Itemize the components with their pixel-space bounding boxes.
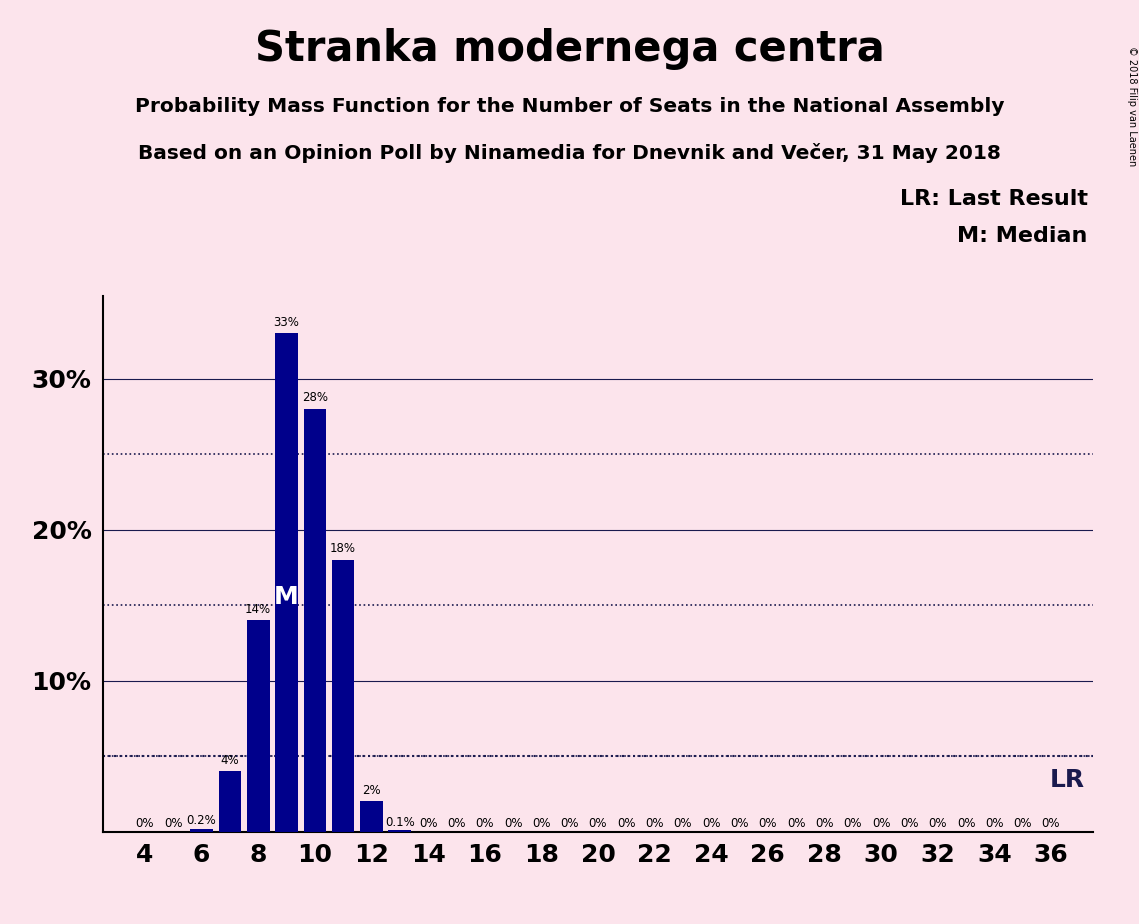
Text: 0%: 0% [475,817,494,830]
Text: 0%: 0% [985,817,1003,830]
Text: 0%: 0% [617,817,636,830]
Text: 0%: 0% [419,817,437,830]
Text: 0%: 0% [957,817,975,830]
Text: 0%: 0% [532,817,550,830]
Text: 0%: 0% [730,817,748,830]
Bar [360,801,383,832]
Text: 0%: 0% [646,817,664,830]
Text: 0%: 0% [871,817,891,830]
Text: LR: LR [1050,768,1085,792]
Text: 0.1%: 0.1% [385,816,415,829]
Text: 14%: 14% [245,602,271,615]
Bar [276,334,298,832]
Text: 0%: 0% [702,817,721,830]
Text: 0%: 0% [560,817,579,830]
Text: 0%: 0% [164,817,182,830]
Text: 0.2%: 0.2% [187,814,216,827]
Text: © 2018 Filip van Laenen: © 2018 Filip van Laenen [1126,46,1137,166]
Text: M: Median: M: Median [958,226,1088,247]
Text: 2%: 2% [362,784,380,796]
Text: 4%: 4% [221,754,239,767]
Bar [331,560,354,832]
Text: 0%: 0% [787,817,805,830]
Text: LR: Last Result: LR: Last Result [900,189,1088,210]
Text: 0%: 0% [1014,817,1032,830]
Text: Probability Mass Function for the Number of Seats in the National Assembly: Probability Mass Function for the Number… [134,97,1005,116]
Text: 0%: 0% [816,817,834,830]
Text: M: M [274,586,298,610]
Bar [247,620,270,832]
Text: 0%: 0% [844,817,862,830]
Bar [303,409,326,832]
Text: 0%: 0% [673,817,693,830]
Text: 28%: 28% [302,392,328,405]
Text: 0%: 0% [448,817,466,830]
Text: 0%: 0% [1042,817,1060,830]
Text: Stranka modernega centra: Stranka modernega centra [255,28,884,69]
Bar [388,830,411,832]
Bar [219,772,241,832]
Text: 0%: 0% [759,817,777,830]
Text: 0%: 0% [928,817,947,830]
Bar [190,829,213,832]
Text: 0%: 0% [503,817,523,830]
Text: 0%: 0% [136,817,154,830]
Text: 18%: 18% [330,542,357,555]
Text: 33%: 33% [273,316,300,329]
Text: 0%: 0% [900,817,919,830]
Text: 0%: 0% [589,817,607,830]
Text: Based on an Opinion Poll by Ninamedia for Dnevnik and Večer, 31 May 2018: Based on an Opinion Poll by Ninamedia fo… [138,143,1001,164]
